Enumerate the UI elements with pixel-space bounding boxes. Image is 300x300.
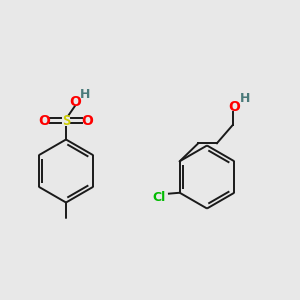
Text: H: H [240, 92, 250, 105]
Text: O: O [69, 95, 81, 109]
Text: O: O [38, 114, 50, 128]
Text: S: S [62, 114, 70, 128]
Text: H: H [80, 88, 90, 101]
Text: O: O [228, 100, 240, 114]
Text: O: O [82, 114, 94, 128]
Text: Cl: Cl [153, 191, 166, 204]
